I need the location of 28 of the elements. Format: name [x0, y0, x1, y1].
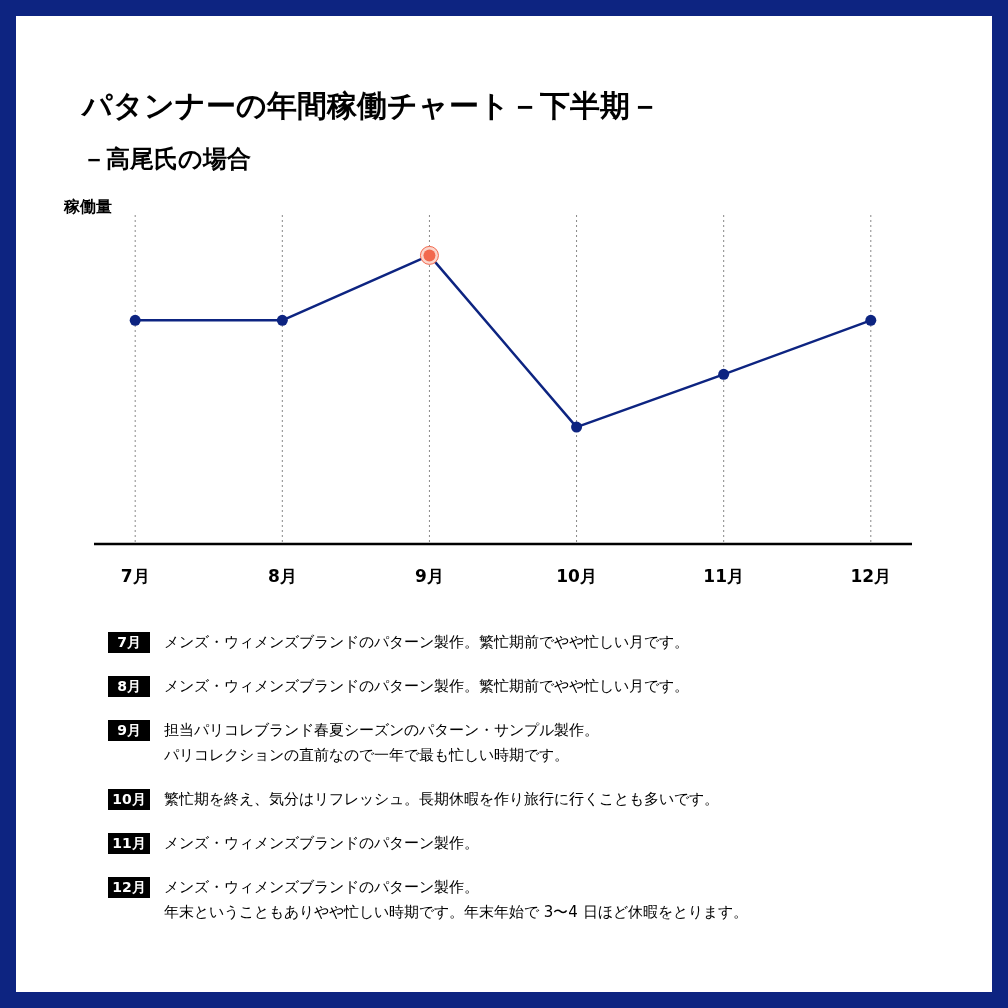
chart-subtitle: －高尾氏の場合	[82, 144, 251, 175]
text: 7月	[108, 632, 150, 653]
text: 担当パリコレブランド春夏シーズンのパターン・サンプル製作。	[164, 720, 599, 741]
text: 12月	[108, 877, 150, 898]
text: メンズ・ウィメンズブランドのパターン製作。	[164, 877, 480, 898]
y-axis-title: 稼働量	[64, 197, 112, 218]
text: パリコレクションの直前なので一年で最も忙しい時期です。	[164, 745, 570, 766]
x-tick-label: 12月	[850, 566, 892, 587]
x-tick-label: 9月	[415, 566, 444, 587]
text: メンズ・ウィメンズブランドのパターン製作。繁忙期前でやや忙しい月です。	[164, 676, 689, 697]
text: 10月	[108, 789, 150, 810]
text: 年末ということもありやや忙しい時期です。年末年始で 3〜4 日ほど休暇をとります。	[164, 902, 748, 923]
point	[865, 314, 877, 326]
point	[571, 421, 583, 433]
x-tick-label: 10月	[556, 566, 597, 587]
text: メンズ・ウィメンズブランドのパターン製作。繁忙期前でやや忙しい月です。	[164, 632, 689, 653]
text: 8月	[108, 676, 150, 697]
text: 11月	[108, 833, 150, 854]
text: メンズ・ウィメンズブランドのパターン製作。	[164, 833, 479, 854]
x-tick-label: 8月	[267, 566, 297, 587]
text: 9月	[108, 720, 150, 741]
chart-title: パタンナーの年間稼働チャート－下半期－	[82, 87, 660, 125]
x-tick-label: 7月	[120, 566, 150, 587]
point	[276, 314, 288, 326]
point	[718, 368, 730, 380]
text: 繁忙期を終え、気分はリフレッシュ。長期休暇を作り旅行に行くことも多いです。	[164, 789, 719, 810]
x-tick-label: 11月	[703, 566, 745, 587]
point	[129, 314, 141, 326]
